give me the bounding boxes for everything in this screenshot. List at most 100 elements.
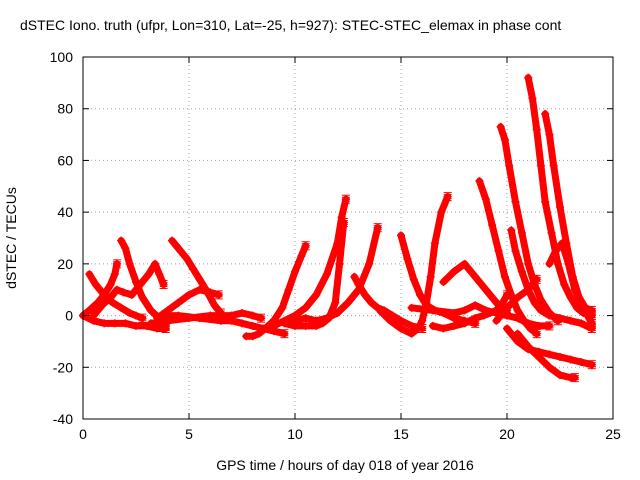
data-point [524,319,533,328]
data-point [413,324,422,333]
data-point [322,314,331,323]
data-point [89,311,98,320]
series-end-marker [257,313,266,323]
grid [83,57,613,419]
data-point [344,298,352,307]
series-11 [269,194,350,330]
data-point [284,285,293,294]
x-tick-label: 10 [287,426,303,442]
data-point [269,321,278,330]
data-point [541,197,550,206]
y-tick-label: 20 [57,256,73,272]
data-point [513,306,522,315]
series-line [439,260,511,314]
data-point [541,109,550,118]
data-point [439,277,448,286]
data-point [301,314,310,323]
data-point [426,272,435,281]
x-tick-label: 0 [79,426,87,442]
data-point [248,332,257,341]
series-9 [146,308,266,328]
y-tick-label: 40 [57,204,73,220]
y-tick-label: 0 [65,308,73,324]
x-axis-label: GPS time / hours of day 018 of year 2016 [216,457,474,473]
series-end-marker [532,274,541,284]
series-end-marker [112,259,121,269]
data-point [403,254,412,263]
data-point [367,298,376,307]
data-point [517,228,526,237]
y-axis-label: dSTEC / TECUs [3,187,19,289]
data-point [312,316,321,325]
data-point [503,324,511,333]
data-point [409,275,418,284]
data-point [176,246,185,255]
x-tick-label: 25 [605,426,621,442]
data-point [354,280,363,289]
data-point [185,290,193,299]
data-point [560,280,569,289]
data-point [481,285,490,294]
data-point [185,314,193,323]
data-point [117,303,126,312]
data-point [291,316,299,325]
data-point [428,306,437,315]
chart-title: dSTEC Iono. truth (ufpr, Lon=310, Lat=-2… [20,17,561,33]
data-point [195,285,204,294]
data-point [556,314,564,323]
data-point [110,319,119,328]
data-point [471,314,480,323]
data-point [138,293,147,302]
data-point [210,301,219,310]
x-tick-label: 5 [185,426,193,442]
data-point [558,239,567,248]
data-point [301,321,310,330]
series-line [242,242,310,340]
data-point [174,298,183,307]
data-point [386,316,395,325]
data-point [146,319,155,328]
series-end-marker [443,192,452,202]
data-point [437,208,446,217]
data-point [471,272,480,281]
data-point [397,316,405,325]
data-point [439,324,448,333]
data-point [500,272,509,281]
data-point [492,316,501,325]
series-1 [85,270,147,323]
data-point [106,280,115,289]
data-point [85,270,94,279]
series-5 [168,236,225,318]
data-point [335,259,344,268]
data-point [278,303,287,312]
data-point [579,303,588,312]
data-point [127,290,136,299]
x-tick-label: 20 [499,426,515,442]
data-point [553,259,562,268]
data-point [507,226,516,235]
data-point [513,293,522,302]
series-end-marker [138,313,147,323]
data-point [577,319,586,328]
data-point [350,272,359,281]
data-point [532,125,541,134]
data-point [566,316,575,325]
data-point [500,135,509,144]
data-point [481,306,490,315]
data-point [172,241,181,250]
data-point [450,321,458,330]
data-point [146,306,155,315]
data-point [125,308,134,317]
data-point [570,285,579,294]
series-14 [375,192,452,338]
data-point [155,270,164,279]
data-point [100,290,109,299]
data-point [238,308,246,317]
data-point [534,321,543,330]
data-point [511,246,520,255]
data-point [132,311,140,320]
data-point [125,259,134,268]
series-end-marker [214,290,223,300]
data-point [416,290,425,299]
data-point [85,306,94,315]
